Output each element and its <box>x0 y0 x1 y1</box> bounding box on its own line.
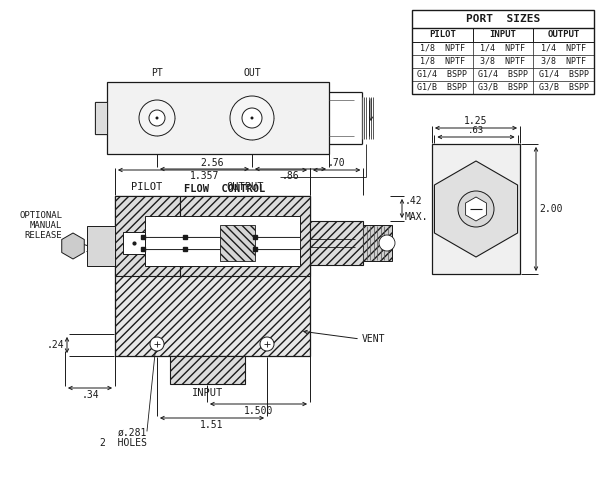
Text: G1/4  BSPP: G1/4 BSPP <box>478 70 528 79</box>
Text: ø.281: ø.281 <box>118 428 147 438</box>
Text: 1.357: 1.357 <box>190 171 219 181</box>
Text: 2.00: 2.00 <box>539 204 563 214</box>
Text: 1/4  NPTF: 1/4 NPTF <box>481 44 526 53</box>
Text: MAX.: MAX. <box>405 212 428 222</box>
Text: 3/8  NPTF: 3/8 NPTF <box>541 57 586 66</box>
Bar <box>364 225 392 261</box>
Bar <box>123 232 145 254</box>
Text: .63: .63 <box>468 126 484 135</box>
Text: PILOT: PILOT <box>131 182 163 192</box>
Bar <box>180 196 310 276</box>
Text: RELEASE: RELEASE <box>25 232 62 241</box>
Polygon shape <box>62 233 84 259</box>
Text: 1/8  NPTF: 1/8 NPTF <box>420 57 465 66</box>
Text: G3/B  BSPP: G3/B BSPP <box>539 83 589 92</box>
Bar <box>115 196 180 276</box>
Bar <box>95 102 107 134</box>
Circle shape <box>260 337 274 351</box>
Circle shape <box>150 337 164 351</box>
Text: FLOW  CONTROL: FLOW CONTROL <box>184 184 266 194</box>
Text: G1/B  BSPP: G1/B BSPP <box>418 83 467 92</box>
Text: G3/B  BSPP: G3/B BSPP <box>478 83 528 92</box>
Text: .70: .70 <box>328 158 346 168</box>
Text: INPUT: INPUT <box>192 388 223 398</box>
Bar <box>220 225 255 261</box>
Circle shape <box>458 191 494 227</box>
Bar <box>170 356 245 384</box>
Text: 3/8  NPTF: 3/8 NPTF <box>481 57 526 66</box>
Text: G1/4  BSPP: G1/4 BSPP <box>418 70 467 79</box>
Text: 2  HOLES: 2 HOLES <box>100 438 147 448</box>
Bar <box>87 226 115 266</box>
Circle shape <box>139 100 175 136</box>
Polygon shape <box>466 197 487 221</box>
Circle shape <box>379 235 395 251</box>
Text: 1.51: 1.51 <box>200 420 224 430</box>
Text: .24: .24 <box>46 340 64 350</box>
Bar <box>432 144 520 274</box>
Text: INPUT: INPUT <box>490 31 517 40</box>
Text: VENT: VENT <box>362 334 386 344</box>
Circle shape <box>149 110 165 126</box>
Bar <box>310 221 364 265</box>
Circle shape <box>230 96 274 140</box>
Text: .42: .42 <box>405 197 422 206</box>
Text: .34: .34 <box>81 390 99 400</box>
Text: 2.56: 2.56 <box>201 158 224 168</box>
Bar <box>107 82 329 154</box>
Text: 1.500: 1.500 <box>244 406 273 416</box>
Text: MANUAL: MANUAL <box>30 221 62 231</box>
Text: OPTIONAL: OPTIONAL <box>19 211 62 220</box>
Text: G1/4  BSPP: G1/4 BSPP <box>539 70 589 79</box>
Circle shape <box>242 108 262 128</box>
Polygon shape <box>434 161 518 257</box>
Text: .86: .86 <box>281 171 299 181</box>
Bar <box>115 196 310 356</box>
Text: PILOT: PILOT <box>429 31 456 40</box>
Text: OUTPUT: OUTPUT <box>226 182 264 192</box>
Text: PORT  SIZES: PORT SIZES <box>466 14 540 24</box>
Circle shape <box>251 117 254 120</box>
Text: (CCW  TO  INCREASE  FLOW): (CCW TO INCREASE FLOW) <box>147 197 303 207</box>
Text: 1/8  NPTF: 1/8 NPTF <box>420 44 465 53</box>
Text: OUTPUT: OUTPUT <box>548 31 580 40</box>
Bar <box>412 10 594 94</box>
Text: 1.25: 1.25 <box>464 116 488 126</box>
Bar <box>145 216 300 266</box>
Text: PT: PT <box>151 68 163 78</box>
Text: OUT: OUT <box>243 68 261 78</box>
Text: 1/4  NPTF: 1/4 NPTF <box>541 44 586 53</box>
Circle shape <box>155 117 158 120</box>
Bar <box>145 237 300 249</box>
